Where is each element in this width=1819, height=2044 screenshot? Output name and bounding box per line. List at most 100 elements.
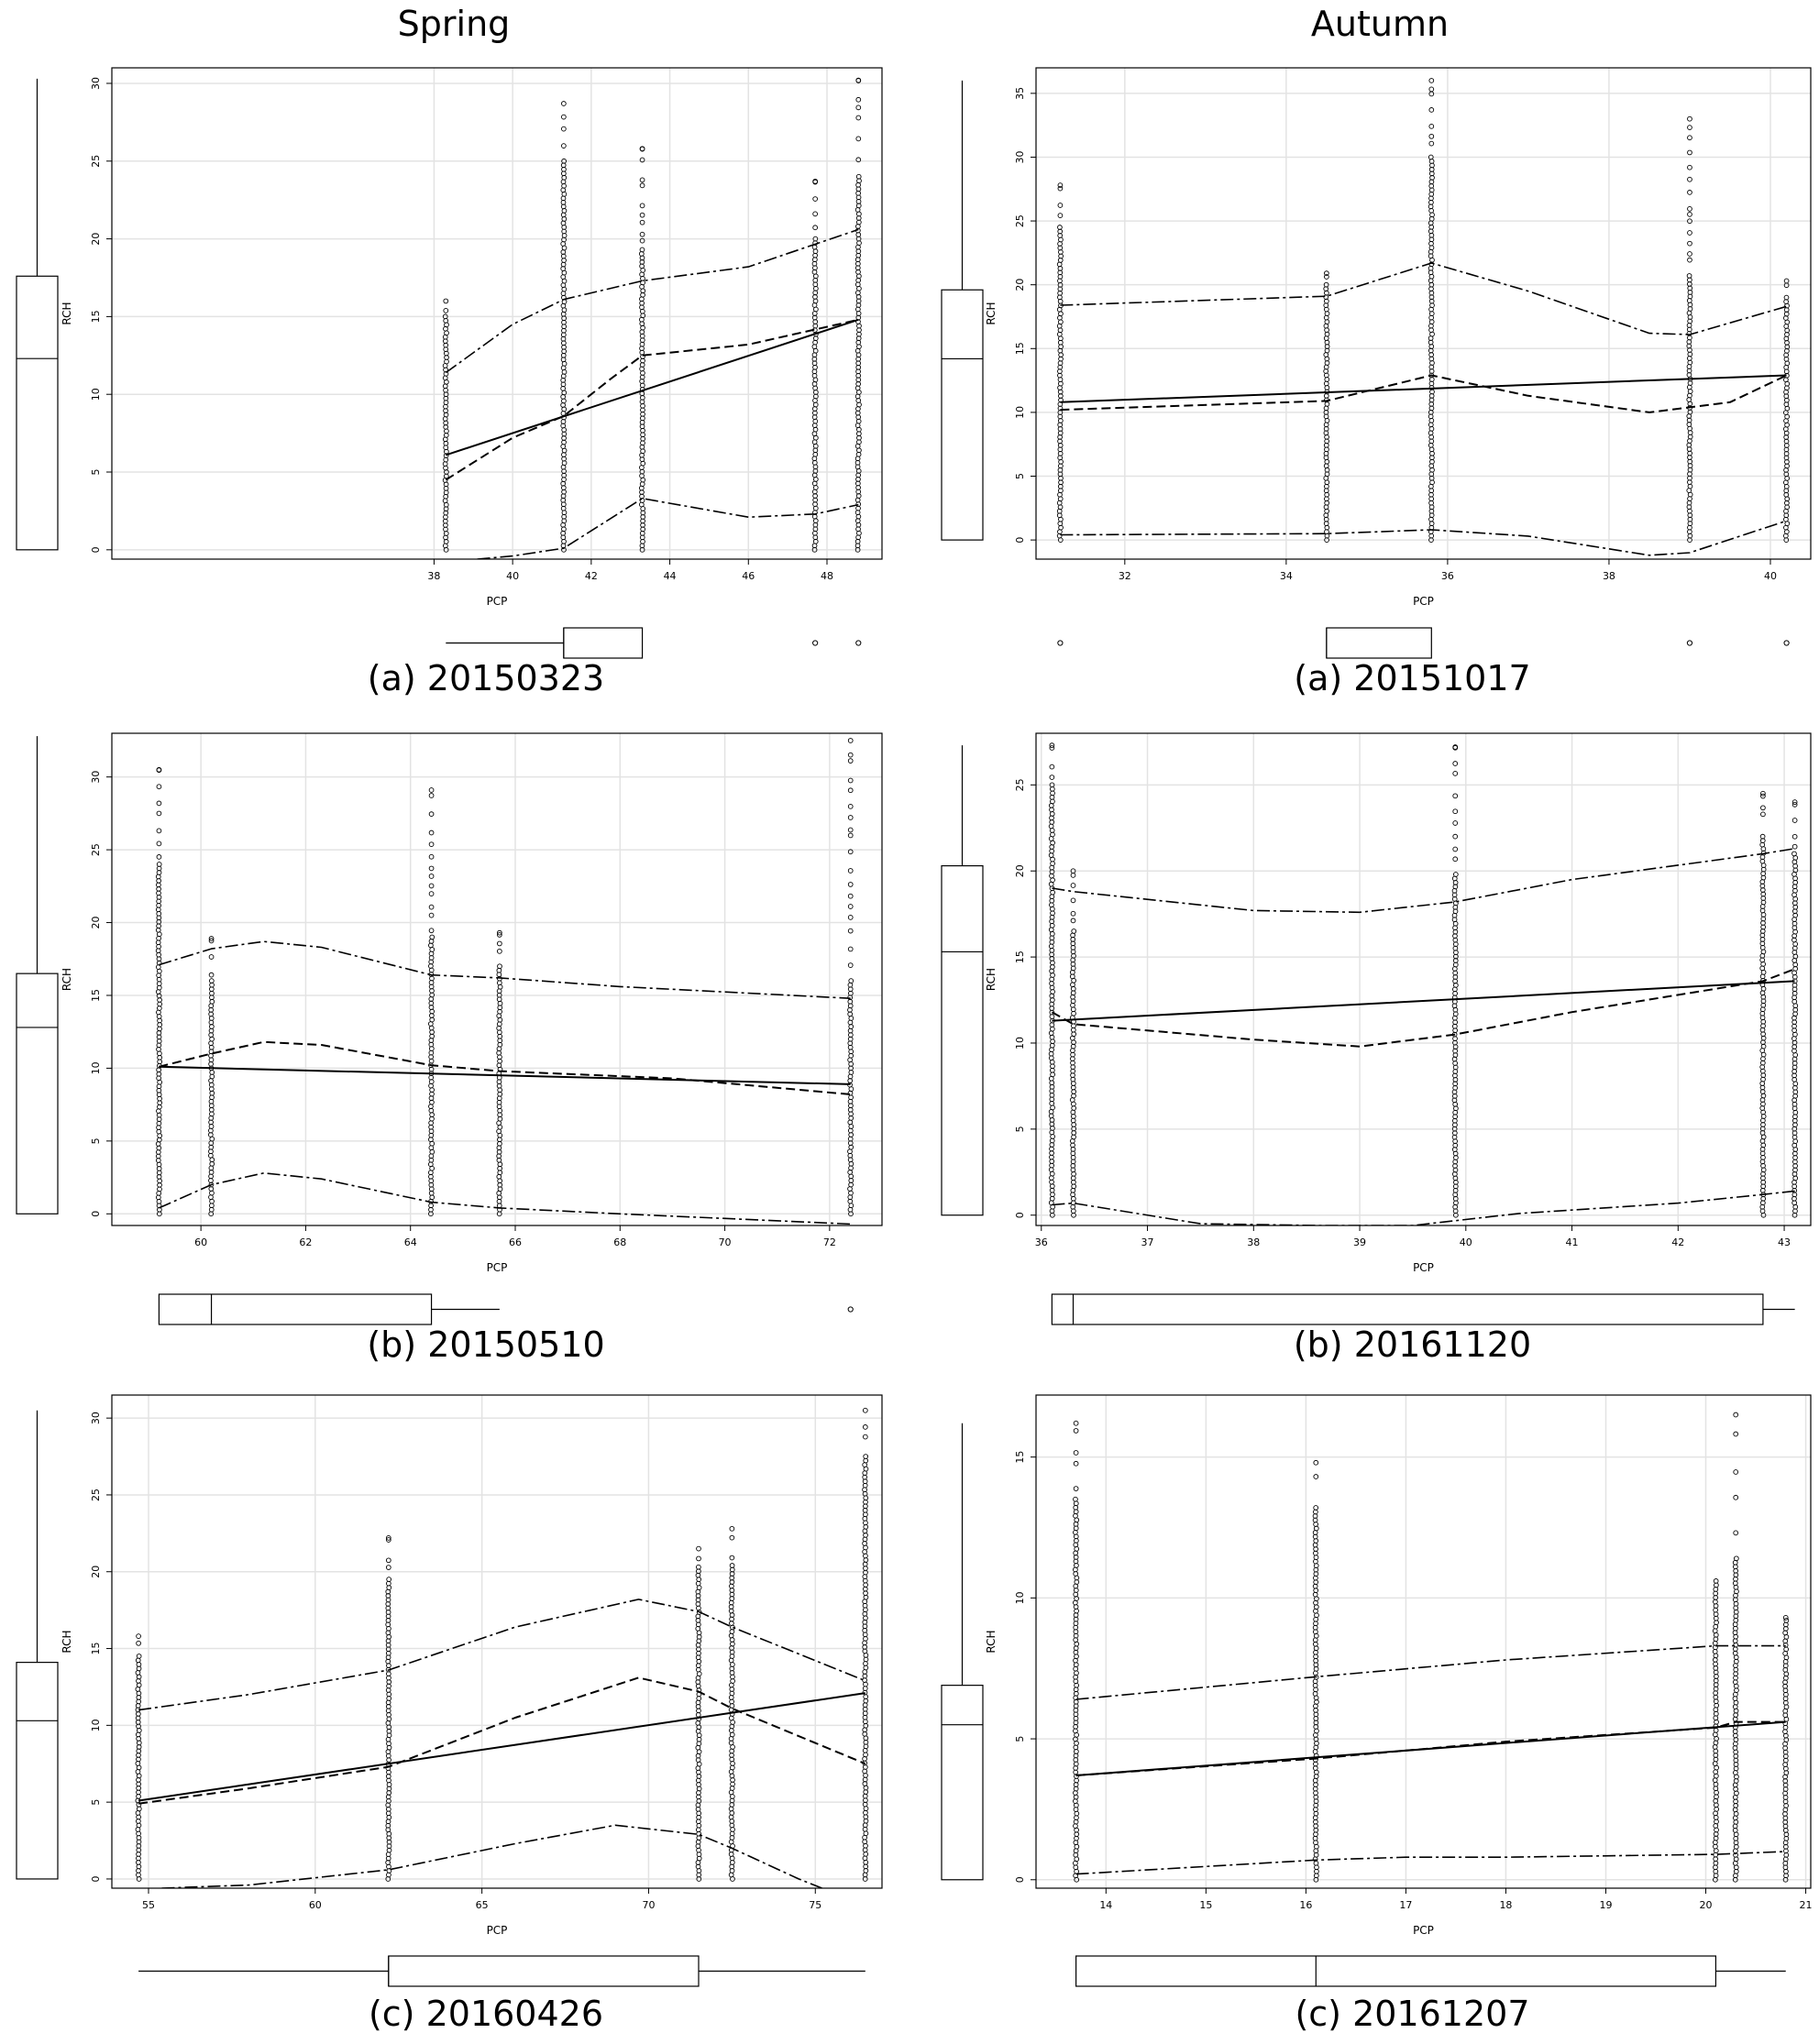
data-point [1057, 385, 1063, 390]
data-point [639, 283, 645, 290]
data-point [848, 1070, 854, 1075]
data-point [428, 1046, 435, 1051]
data-point [1687, 190, 1692, 195]
data-point [695, 1728, 701, 1734]
data-point [862, 1541, 867, 1546]
data-point [1312, 1691, 1318, 1697]
line-smooth [1060, 374, 1788, 413]
data-point [1049, 1034, 1055, 1040]
data-point [855, 451, 862, 457]
data-point [847, 1003, 854, 1009]
data-point [1074, 1741, 1079, 1746]
data-point [385, 1537, 391, 1543]
data-point [1324, 508, 1329, 514]
y-tick-label: 25 [90, 155, 102, 168]
scatter-points [1056, 78, 1791, 543]
data-point [1687, 335, 1692, 341]
panel-caption: (c) 20160426 [369, 1994, 603, 2034]
y-boxplot-box [941, 289, 984, 541]
data-point [1686, 488, 1692, 493]
data-point [1453, 1105, 1459, 1112]
data-point [208, 1152, 214, 1159]
data-point [1760, 985, 1767, 992]
data-point [728, 1872, 734, 1878]
data-point [1734, 1790, 1739, 1797]
y-tick-label: 15 [1014, 342, 1026, 355]
data-point [855, 277, 862, 283]
data-point [1713, 1823, 1719, 1829]
data-point [1428, 154, 1434, 160]
data-point [1733, 1431, 1739, 1437]
plot-frame [1035, 732, 1812, 1226]
data-point [1733, 1530, 1739, 1536]
data-point [811, 472, 818, 478]
data-point [812, 401, 819, 408]
data-point [1687, 359, 1693, 366]
line-lower [161, 1824, 822, 1888]
x-axis-label: PCP [487, 595, 508, 608]
data-point [1058, 311, 1064, 317]
data-point [813, 306, 819, 313]
data-point [429, 1140, 435, 1147]
data-point [1049, 984, 1055, 991]
data-point [1759, 833, 1766, 840]
data-point [1323, 463, 1329, 469]
data-point [848, 1160, 854, 1167]
data-point [1070, 873, 1076, 878]
data-point [155, 1141, 161, 1147]
data-point [1759, 1138, 1766, 1144]
data-point [1713, 1860, 1719, 1866]
data-point [1783, 278, 1790, 284]
data-point [1324, 418, 1330, 423]
data-point [1323, 504, 1329, 511]
data-point [1452, 1101, 1459, 1107]
data-point [1451, 1056, 1458, 1062]
data-point [639, 271, 645, 278]
data-point [561, 158, 567, 164]
data-point [1073, 1542, 1079, 1548]
y-tick-label: 10 [1014, 406, 1026, 419]
plot-frame [111, 732, 883, 1226]
data-point [855, 244, 861, 250]
data-point [729, 1682, 734, 1688]
data-point [812, 485, 819, 490]
data-point [1074, 1843, 1080, 1850]
data-point [812, 257, 818, 263]
data-point [1687, 176, 1692, 182]
data-point [1073, 1591, 1079, 1598]
data-point [811, 269, 818, 275]
data-point [1324, 479, 1330, 486]
data-point [1687, 230, 1692, 236]
data-point [1070, 883, 1076, 888]
data-point [1049, 1047, 1054, 1053]
data-point [1782, 1729, 1788, 1735]
data-point [1049, 918, 1054, 925]
data-point [1324, 274, 1329, 280]
data-point [848, 1181, 854, 1188]
data-point [638, 251, 645, 257]
data-point [561, 278, 568, 284]
data-point [1428, 430, 1434, 436]
data-point [855, 306, 861, 313]
data-point [847, 904, 854, 909]
data-point [1783, 418, 1789, 423]
data-point [862, 1549, 867, 1555]
data-point [1760, 1035, 1767, 1041]
data-point [1451, 875, 1458, 882]
data-point [560, 543, 567, 549]
y-tick-label: 0 [1014, 1876, 1026, 1883]
data-point [1712, 1628, 1718, 1634]
data-point [497, 963, 502, 970]
data-point [209, 1036, 215, 1042]
data-point [1452, 808, 1459, 815]
data-point [1760, 949, 1767, 955]
data-point [1323, 380, 1329, 387]
data-point [639, 444, 645, 450]
line-lower [477, 498, 859, 559]
data-point [847, 1194, 854, 1200]
y-tick-label: 25 [90, 1489, 102, 1501]
data-point [560, 444, 567, 449]
data-point [729, 1773, 735, 1779]
fit-lines [1060, 262, 1788, 556]
data-point [1312, 1591, 1318, 1598]
